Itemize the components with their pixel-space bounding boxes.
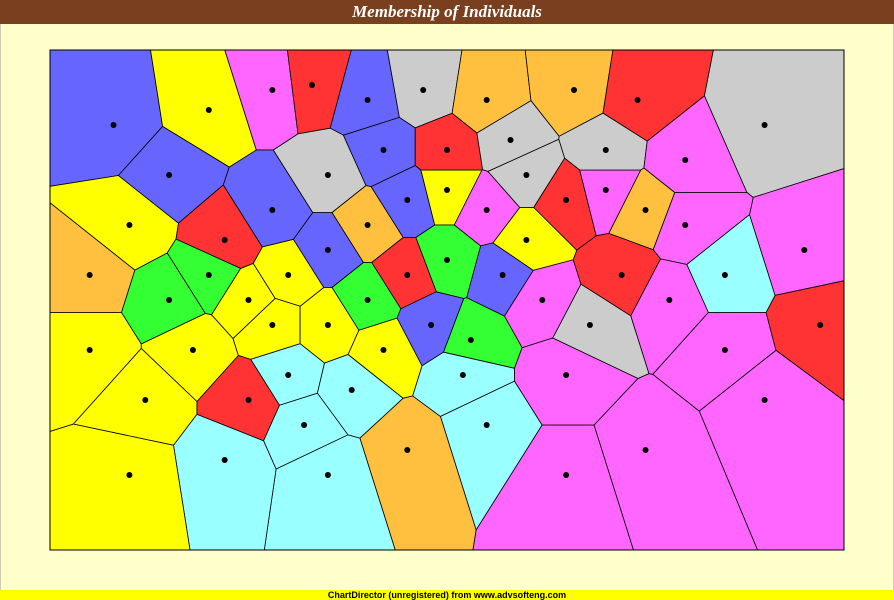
point: [166, 172, 173, 178]
point: [404, 197, 411, 203]
point: [523, 237, 530, 243]
chart-title: Membership of Individuals: [351, 2, 542, 21]
point: [642, 207, 649, 213]
point: [642, 447, 649, 453]
voronoi-cell: [121, 252, 206, 345]
point: [721, 272, 728, 278]
point: [817, 322, 824, 328]
point: [507, 137, 514, 143]
point: [586, 322, 593, 328]
point: [467, 337, 474, 343]
point: [166, 297, 173, 303]
point: [483, 97, 490, 103]
point: [110, 122, 117, 128]
point: [205, 107, 212, 113]
point: [309, 82, 316, 88]
point: [404, 272, 411, 278]
voronoi-cell: [558, 112, 648, 171]
point: [126, 472, 133, 478]
point: [404, 447, 411, 453]
voronoi-cell: [492, 207, 578, 271]
point: [86, 272, 93, 278]
point: [634, 97, 641, 103]
point: [269, 207, 276, 213]
cells: [49, 49, 845, 551]
point: [682, 222, 689, 228]
point: [285, 372, 292, 378]
footer-text: ChartDirector (unregistered) from www.ad…: [328, 590, 566, 600]
point: [801, 247, 808, 253]
point: [324, 322, 331, 328]
point: [142, 397, 149, 403]
point: [380, 347, 387, 353]
point: [563, 472, 570, 478]
point: [721, 347, 728, 353]
point: [364, 97, 371, 103]
point: [126, 222, 133, 228]
point: [364, 222, 371, 228]
point: [269, 322, 276, 328]
point: [499, 272, 506, 278]
voronoi-cell: [643, 95, 748, 193]
point: [539, 297, 546, 303]
point: [602, 147, 609, 153]
point: [483, 207, 490, 213]
point: [285, 272, 292, 278]
point: [380, 147, 387, 153]
point: [563, 372, 570, 378]
point: [324, 172, 331, 178]
point: [666, 297, 673, 303]
point: [348, 387, 355, 393]
point: [245, 397, 252, 403]
point: [571, 87, 578, 93]
point: [444, 147, 450, 153]
point: [523, 172, 530, 178]
point: [563, 197, 570, 203]
point: [86, 347, 93, 353]
voronoi-cell: [222, 149, 314, 248]
point: [301, 422, 308, 428]
point: [761, 397, 768, 403]
point: [602, 187, 609, 193]
point: [245, 297, 252, 303]
voronoi-cell: [263, 392, 349, 470]
title-bar: [0, 0, 894, 24]
point: [221, 237, 228, 243]
point: [269, 87, 276, 93]
point: [221, 457, 228, 463]
plot-border: [49, 49, 845, 551]
point: [444, 187, 450, 193]
point: [444, 257, 450, 263]
point: [205, 272, 212, 278]
voronoi-cell: [652, 312, 777, 412]
voronoi-cell: [514, 337, 639, 426]
voronoi-cell: [72, 347, 198, 446]
footer-bar: [0, 590, 894, 600]
point: [420, 87, 427, 93]
point: [324, 472, 331, 478]
point: [189, 347, 196, 353]
point: [364, 297, 371, 303]
point: [682, 157, 689, 163]
point: [324, 247, 331, 253]
point: [428, 322, 435, 328]
dots: [86, 82, 824, 478]
point: [761, 122, 768, 128]
point: [459, 372, 466, 378]
point: [483, 422, 490, 428]
point: [618, 272, 625, 278]
